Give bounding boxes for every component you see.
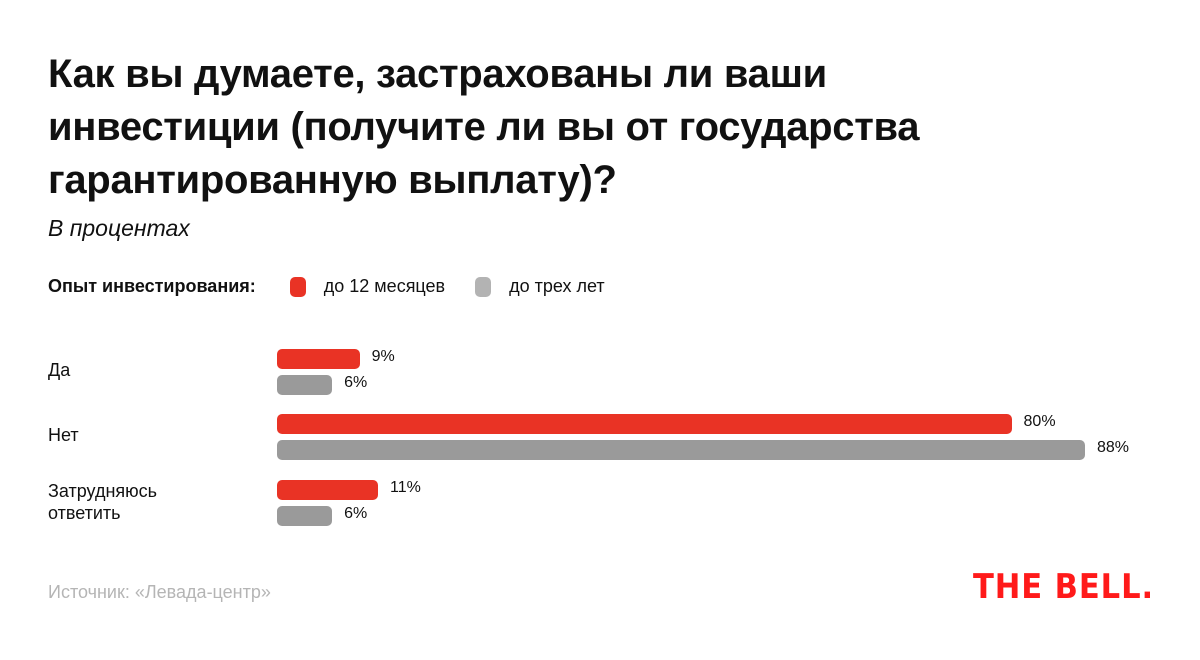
the-bell-logo: THE BELL. xyxy=(973,567,1154,607)
data-label: 9% xyxy=(371,348,395,365)
data-label: 88% xyxy=(1097,439,1130,456)
legend-swatch xyxy=(289,276,306,297)
chart-subtitle: В процентах xyxy=(48,215,190,241)
legend-label: до трех лет xyxy=(509,276,605,296)
data-label: 80% xyxy=(1023,413,1056,430)
bar xyxy=(277,440,1085,460)
data-label: 6% xyxy=(344,505,368,522)
legend-label: до 12 месяцев xyxy=(323,276,446,296)
source-note: Источник: «Левада-центр» xyxy=(48,582,271,602)
bar xyxy=(277,375,333,395)
category-label: Затрудняюсь ответить xyxy=(48,481,158,523)
legend: Опыт инвестирования: до 12 месяцев до тр… xyxy=(48,276,635,297)
chart-title: Как вы думаете, застрахованы ли ваши инв… xyxy=(48,52,920,202)
category-label: Да xyxy=(48,360,71,380)
bar xyxy=(277,349,360,369)
legend-item-1: до трех лет xyxy=(475,276,605,297)
legend-item-0: до 12 месяцев xyxy=(289,276,446,297)
bar xyxy=(277,506,333,526)
bar xyxy=(277,414,1012,434)
legend-swatch xyxy=(475,276,492,297)
data-label: 11% xyxy=(390,479,421,496)
bar xyxy=(277,480,378,500)
data-label: 6% xyxy=(344,374,368,391)
legend-title: Опыт инвестирования: xyxy=(48,276,256,296)
category-label: Нет xyxy=(48,425,79,445)
